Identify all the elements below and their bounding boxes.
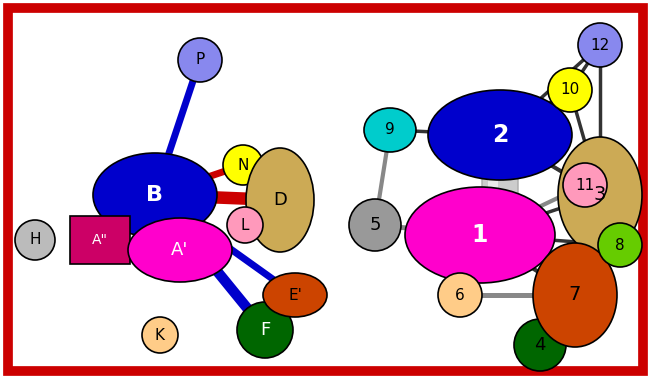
Ellipse shape (578, 23, 622, 67)
Text: 8: 8 (615, 238, 625, 252)
Text: L: L (241, 218, 249, 232)
Text: 7: 7 (569, 285, 581, 304)
Text: 2: 2 (492, 123, 508, 147)
FancyBboxPatch shape (70, 216, 130, 264)
Text: 12: 12 (590, 38, 609, 53)
Text: 4: 4 (534, 336, 546, 354)
Text: 1: 1 (472, 223, 488, 247)
Ellipse shape (438, 273, 482, 317)
Text: 10: 10 (561, 83, 579, 97)
Text: 9: 9 (385, 122, 395, 138)
Text: E': E' (288, 288, 302, 302)
Ellipse shape (15, 220, 55, 260)
Text: K: K (155, 327, 165, 343)
Ellipse shape (246, 148, 314, 252)
Ellipse shape (558, 137, 642, 253)
Text: A': A' (171, 241, 189, 259)
Ellipse shape (128, 218, 232, 282)
Ellipse shape (548, 68, 592, 112)
Ellipse shape (514, 319, 566, 371)
FancyBboxPatch shape (482, 152, 518, 218)
Text: 6: 6 (455, 288, 465, 302)
Ellipse shape (227, 207, 263, 243)
Text: H: H (29, 232, 41, 247)
Text: F: F (260, 321, 270, 339)
Ellipse shape (142, 317, 178, 353)
Text: 5: 5 (369, 216, 381, 234)
Ellipse shape (598, 223, 642, 267)
Ellipse shape (405, 187, 555, 283)
Ellipse shape (364, 108, 416, 152)
FancyBboxPatch shape (8, 8, 643, 371)
Ellipse shape (237, 302, 293, 358)
Ellipse shape (93, 153, 217, 237)
Text: P: P (195, 53, 204, 67)
Ellipse shape (263, 273, 327, 317)
Ellipse shape (563, 163, 607, 207)
FancyBboxPatch shape (488, 158, 498, 212)
Text: N: N (238, 158, 249, 172)
Text: A": A" (92, 233, 108, 247)
Text: D: D (273, 191, 287, 209)
Text: 11: 11 (575, 177, 594, 193)
Ellipse shape (178, 38, 222, 82)
Ellipse shape (223, 145, 263, 185)
Text: 3: 3 (594, 185, 606, 205)
Ellipse shape (428, 90, 572, 180)
Text: B: B (146, 185, 163, 205)
Ellipse shape (349, 199, 401, 251)
Ellipse shape (533, 243, 617, 347)
